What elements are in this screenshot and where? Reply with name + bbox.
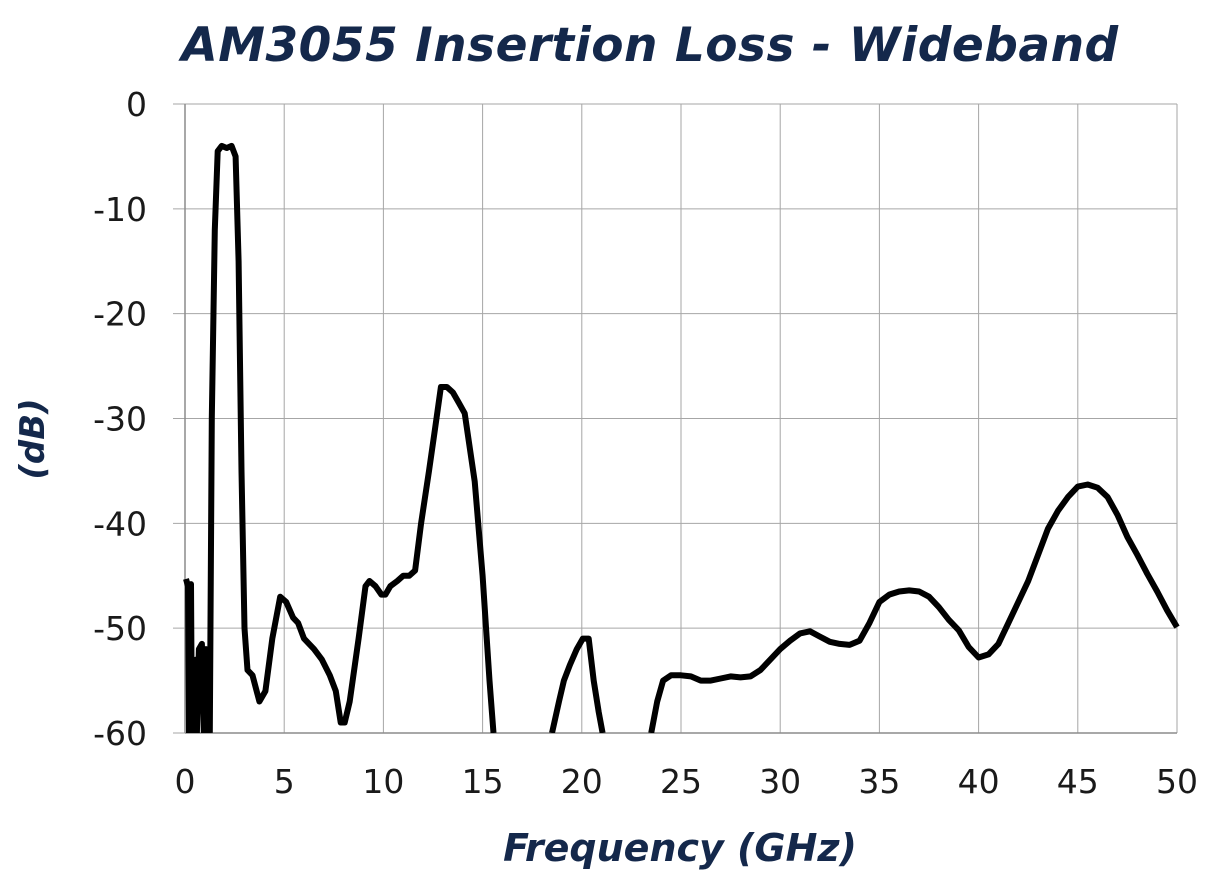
y-tick-label: -10 xyxy=(93,190,147,229)
y-tick-label: -50 xyxy=(93,609,147,648)
x-tick-label: 30 xyxy=(759,762,801,801)
data-series xyxy=(183,142,1180,733)
y-axis-label: (dB) xyxy=(13,398,53,480)
insertion-loss-line xyxy=(549,635,606,733)
y-tick-label: -40 xyxy=(93,504,147,543)
x-tick-label: 25 xyxy=(660,762,702,801)
insertion-loss-line xyxy=(183,142,497,733)
x-tick-label: 40 xyxy=(958,762,1000,801)
y-tick-label: -30 xyxy=(93,400,147,439)
x-tick-label: 50 xyxy=(1156,762,1198,801)
grid-lines xyxy=(173,103,1178,734)
x-tick-label: 20 xyxy=(561,762,603,801)
insertion-loss-line xyxy=(648,481,1180,733)
x-tick-label: 15 xyxy=(462,762,504,801)
x-tick-label: 45 xyxy=(1057,762,1099,801)
x-tick-label: 0 xyxy=(175,762,196,801)
y-tick-label: -60 xyxy=(93,714,147,753)
x-tick-label: 10 xyxy=(362,762,404,801)
x-axis-label: Frequency (GHz) xyxy=(503,826,857,870)
chart-title: AM3055 Insertion Loss - Wideband xyxy=(181,18,1119,73)
x-tick-label: 5 xyxy=(274,762,295,801)
y-tick-label: 0 xyxy=(126,85,147,124)
x-tick-label: 35 xyxy=(858,762,900,801)
y-tick-label: -20 xyxy=(93,295,147,334)
tick-labels: 0 5 10 15 20 25 30 35 40 45 50 0 -10 -20 -30 -40 -50 -60 xyxy=(93,85,1198,801)
